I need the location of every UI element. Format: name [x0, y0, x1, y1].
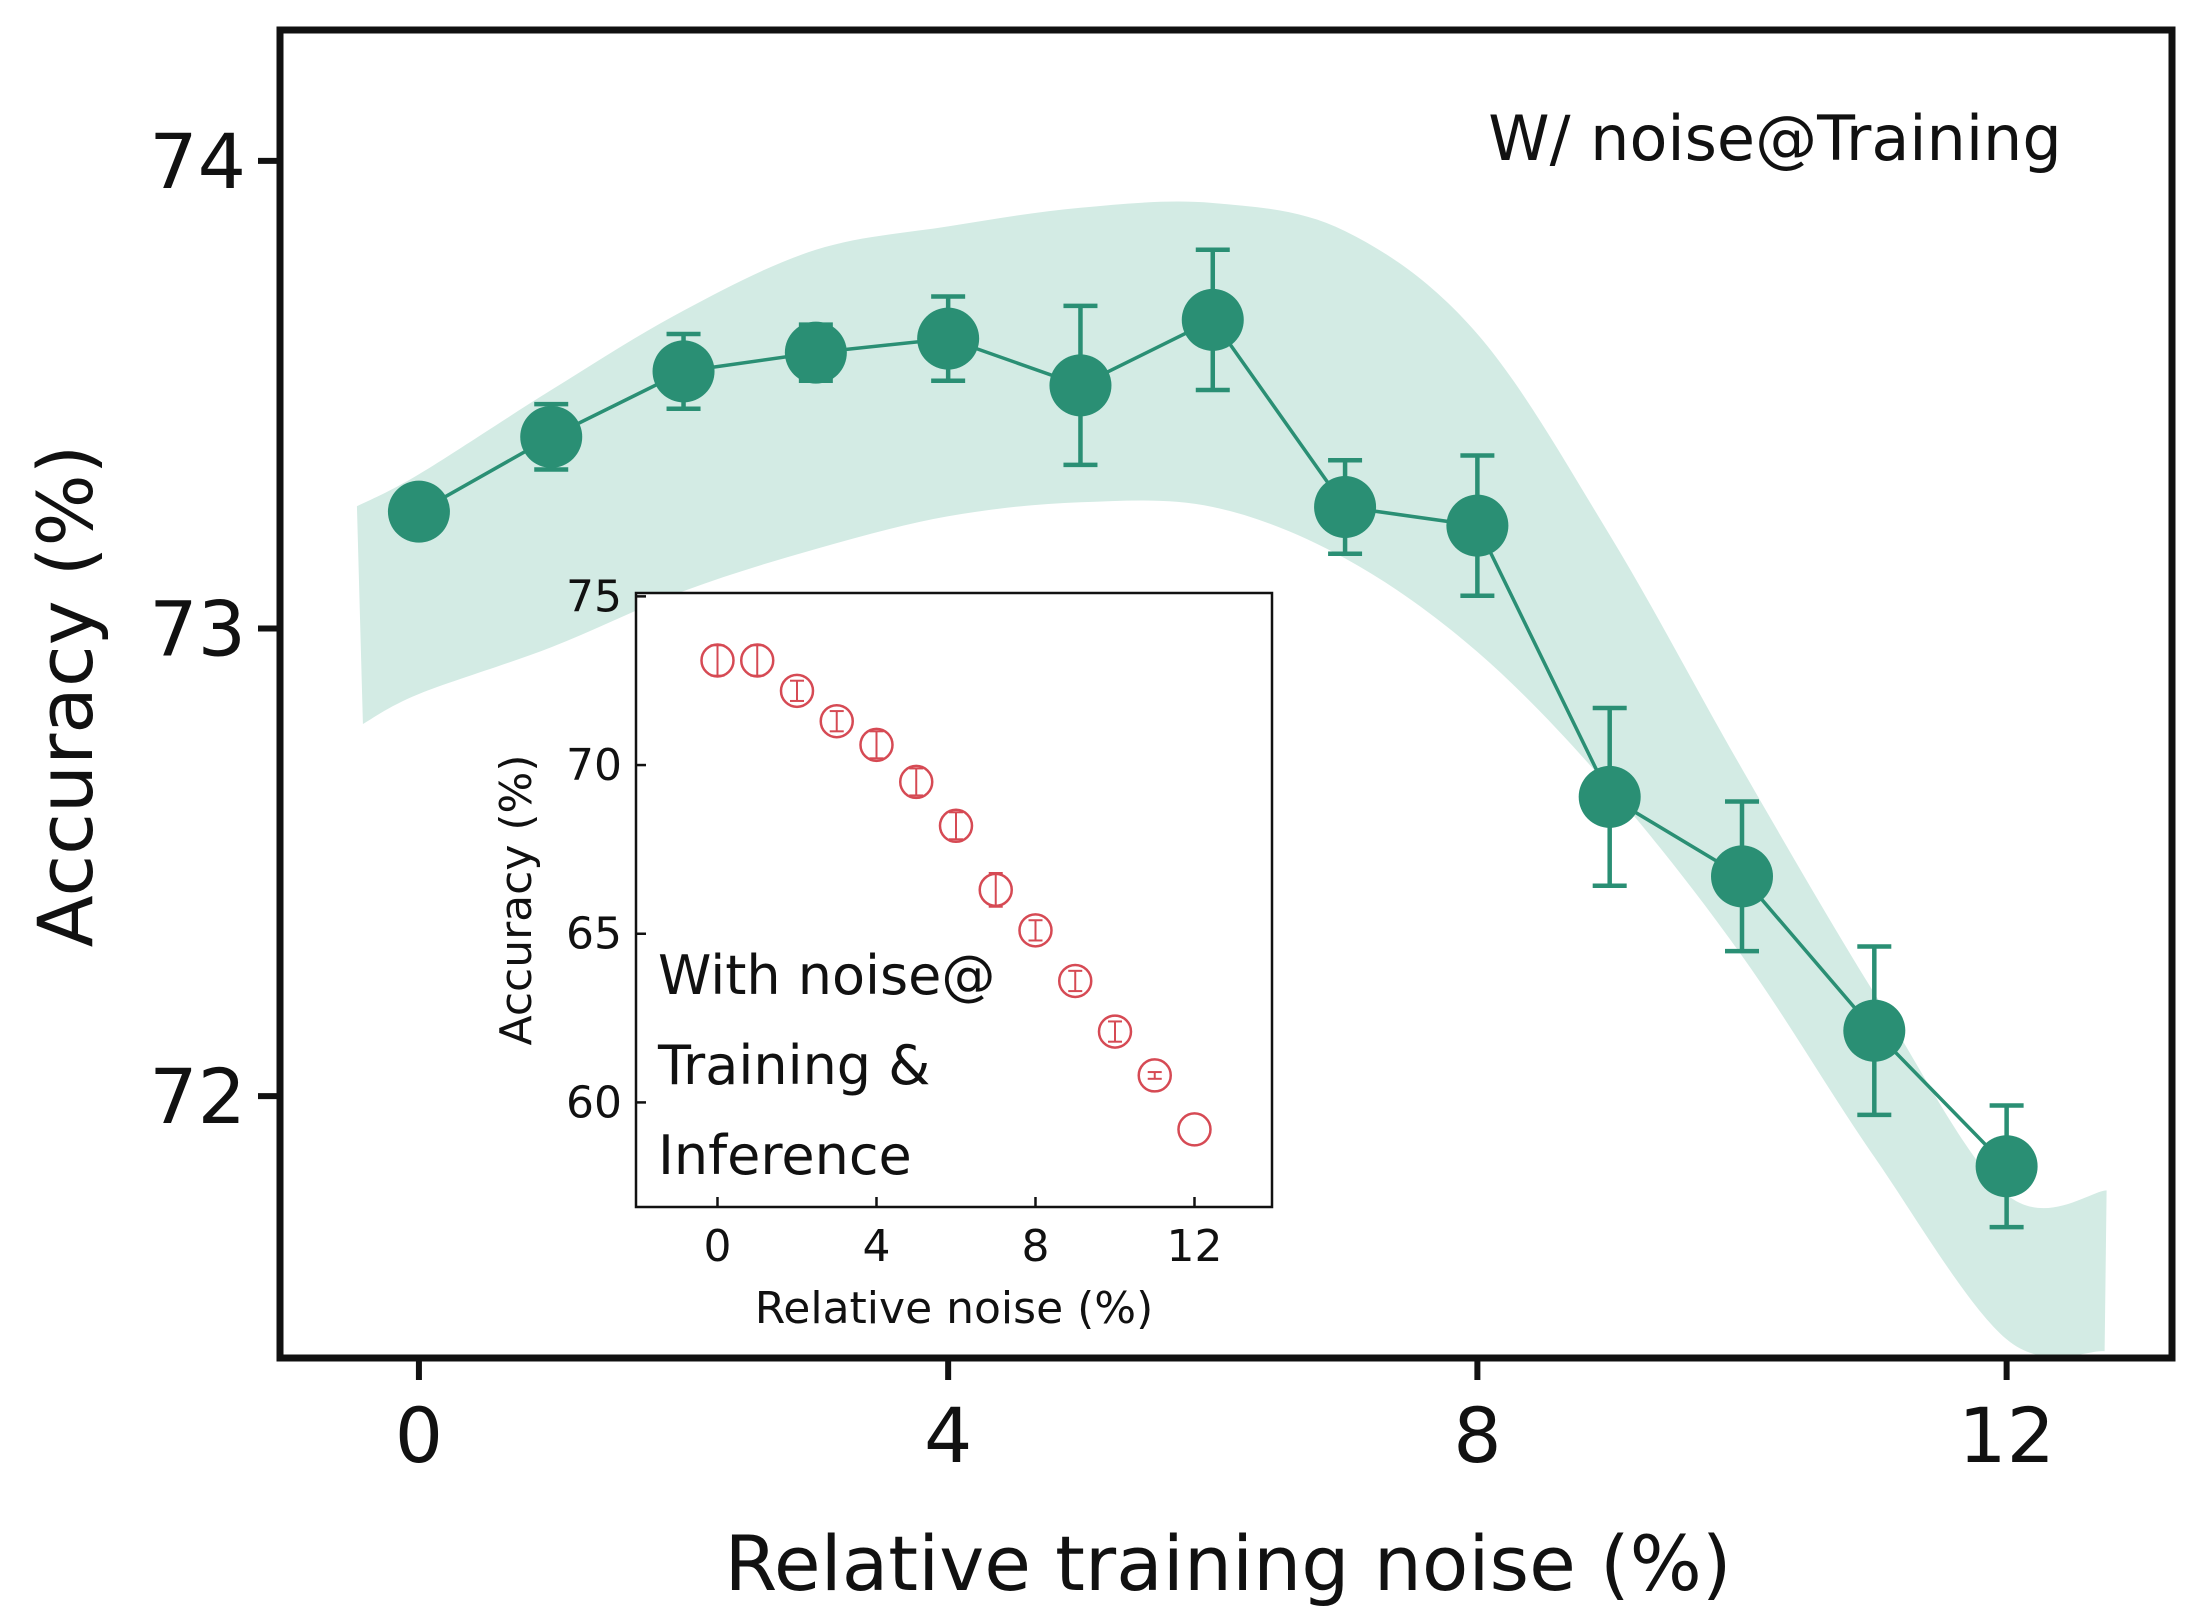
data-point: [784, 321, 847, 384]
inset-error-bar: [1028, 919, 1043, 942]
inset-chart: 0 4 8 12 60 65 70 75 Relative noise (%) Accura…: [491, 571, 1274, 1334]
data-point: [1181, 288, 1244, 351]
inset-background: [636, 593, 1272, 1207]
inset-data-point: [1137, 1058, 1172, 1093]
inset-x-tick-label: 4: [862, 1221, 890, 1272]
inset-data-point: [938, 808, 974, 844]
inset-error-bar: [1107, 1020, 1122, 1043]
x-tick-label: 0: [395, 1391, 443, 1480]
inset-y-tick-label: 75: [566, 571, 622, 622]
inset-data-point: [779, 673, 815, 709]
inset-error-bar: [948, 811, 963, 841]
inset-error-bar: [829, 710, 844, 733]
data-point: [1446, 494, 1509, 557]
inset-frame: [634, 591, 1274, 1209]
x-tick-label: 4: [924, 1391, 972, 1480]
inset-data-point: [1097, 1014, 1133, 1049]
inset-y-tick-label: 70: [566, 740, 622, 791]
inset-annotation-line: Inference: [658, 1124, 912, 1187]
inset-data-point: [898, 764, 934, 800]
inset-error-bar: [909, 767, 924, 797]
main-x-axis-label: Relative training noise (%): [724, 1519, 1731, 1608]
data-point: [1578, 765, 1641, 828]
confidence-band: [356, 201, 2107, 1357]
inset-data-point: [700, 643, 735, 678]
main-chart: 0 4 8 12 72 73 74 Relative training noise (%)…: [21, 26, 2176, 1608]
inset-y-tick-label: 60: [566, 1077, 622, 1128]
data-point: [387, 480, 450, 543]
main-plot-frame: [276, 26, 2176, 1362]
inset-data-points: [700, 643, 1212, 1147]
main-x-ticks: 0 4 8 12: [395, 1358, 2055, 1480]
y-tick-label: 73: [149, 585, 246, 674]
inset-data-point: [1177, 1112, 1212, 1147]
data-point: [520, 405, 583, 468]
inset-error-bar: [869, 730, 884, 760]
y-tick-label: 72: [149, 1052, 246, 1141]
inset-annotation-line: Training &: [657, 1034, 930, 1097]
inset-data-point: [859, 727, 894, 763]
inset-error-bar: [1068, 969, 1083, 993]
data-point: [1843, 999, 1906, 1062]
data-point: [1049, 354, 1112, 417]
inset-x-tick-label: 8: [1021, 1221, 1049, 1272]
inset-annotation-line: With noise@: [658, 944, 995, 1007]
x-tick-label: 12: [1958, 1391, 2055, 1480]
inset-y-axis-label: Accuracy (%): [491, 754, 542, 1045]
main-data-points: [387, 288, 2038, 1198]
x-tick-label: 8: [1453, 1391, 1501, 1480]
data-point: [1711, 845, 1773, 908]
data-point: [1975, 1135, 2038, 1198]
inset-x-tick-label: 12: [1166, 1221, 1222, 1272]
inset-y-tick-label: 65: [566, 909, 622, 960]
data-point: [1314, 475, 1377, 538]
inset-data-point: [819, 703, 854, 739]
inset-data-point: [1057, 963, 1093, 999]
y-tick-label: 74: [149, 117, 246, 206]
inset-x-axis-label: Relative noise (%): [755, 1283, 1154, 1334]
inset-data-point: [978, 872, 1013, 908]
main-y-axis-label: Accuracy (%): [21, 445, 110, 948]
main-y-ticks: 72 73 74: [149, 117, 280, 1141]
inset-x-ticks: 0 4 8 12: [703, 1197, 1222, 1272]
inset-data-point: [1018, 913, 1053, 948]
inset-x-tick-label: 0: [703, 1221, 731, 1272]
inset-error-bar: [789, 679, 804, 702]
inset-data-point: [739, 643, 775, 678]
data-point: [917, 307, 980, 370]
inset-error-bar: [1147, 1071, 1162, 1080]
main-annotation: W/ noise@Training: [1488, 102, 2061, 175]
inset-y-ticks: 60 65 70 75: [566, 571, 646, 1128]
data-point: [652, 340, 715, 403]
